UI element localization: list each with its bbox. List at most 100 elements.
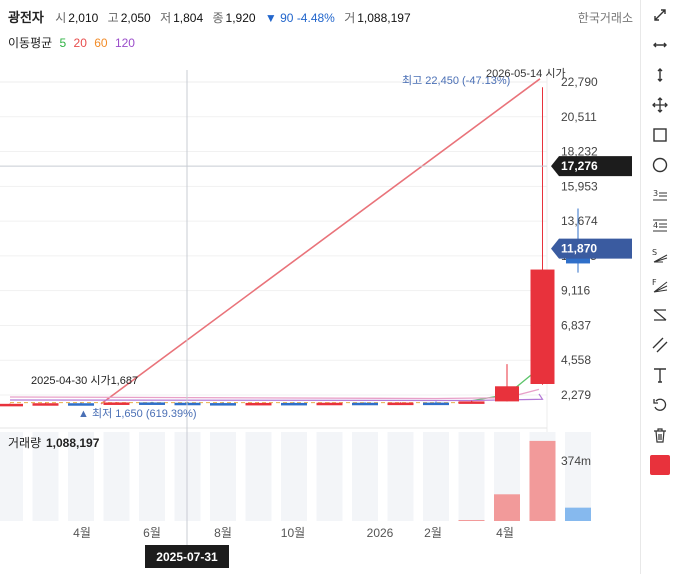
volume-column-bg — [103, 432, 130, 521]
candle-body — [495, 386, 519, 402]
candle-body — [316, 402, 343, 406]
volume-bar — [458, 520, 485, 521]
volume-column-bg — [0, 432, 23, 521]
low-annotation: ▲ 최저 1,650 (619.39%) — [78, 407, 197, 420]
x-tick-label: 2월 — [424, 526, 442, 540]
volume-label: 거래량 — [8, 436, 41, 450]
svg-text:F: F — [652, 278, 657, 287]
crosshair-price-tag: 17,276 — [561, 159, 598, 173]
exchange-label: 한국거래소 — [577, 11, 633, 25]
high-value: 2,050 — [120, 11, 151, 25]
candle-body — [210, 403, 236, 406]
volume-column-bg — [32, 432, 59, 521]
color-swatch-icon[interactable] — [641, 450, 679, 480]
ma-60[interactable]: 60 — [94, 36, 108, 50]
moving-average-legend[interactable]: 이동평균 5 20 60 120 — [8, 34, 139, 51]
crosshair-price-tag-bg — [551, 156, 632, 177]
fibonacci-4-icon[interactable]: 4 — [641, 210, 679, 240]
close-value: 1,920 — [225, 11, 256, 25]
y-tick-label: 13,674 — [561, 214, 598, 228]
high-label: 고 — [107, 11, 119, 25]
volume-label: 거 — [344, 11, 356, 25]
x-tick-label: 4월 — [496, 526, 514, 540]
candle-body — [281, 402, 307, 406]
candle-body — [139, 402, 165, 405]
volume-column-bg — [423, 432, 449, 521]
svg-text:3: 3 — [653, 189, 658, 198]
open-value: 2,010 — [68, 11, 99, 25]
y-tick-label: 20,511 — [561, 110, 597, 124]
trash-icon[interactable] — [641, 420, 679, 450]
candle-body — [530, 269, 555, 384]
current-price-tag: 11,870 — [561, 242, 597, 256]
crosshair-date-bg — [145, 545, 229, 568]
candle-body — [103, 402, 130, 405]
gann-s-icon[interactable]: S — [641, 240, 679, 270]
rectangle-icon[interactable] — [641, 120, 679, 150]
volume-column-bg — [210, 432, 236, 521]
candle-body — [458, 401, 485, 404]
candle-body — [32, 403, 59, 406]
volume-bar — [529, 440, 556, 521]
svg-text:S: S — [652, 248, 657, 257]
x-tick-label: 8월 — [214, 526, 232, 540]
ma-20[interactable]: 20 — [73, 36, 87, 50]
ma-120[interactable]: 120 — [114, 36, 135, 50]
candle-body — [245, 402, 272, 406]
low-value: 1,804 — [173, 11, 204, 25]
candle-body — [352, 402, 378, 406]
candle-body — [423, 402, 449, 406]
volume-column-bg — [139, 432, 165, 521]
ma20-line — [9, 388, 540, 400]
candle-body — [68, 403, 94, 406]
volume-column-bg — [387, 432, 414, 521]
ma-label: 이동평균 — [8, 36, 53, 50]
x-tick-label: 10월 — [281, 526, 305, 540]
close-label: 종 — [212, 11, 224, 25]
volume-bar — [494, 494, 520, 521]
volume-column-bg — [352, 432, 378, 521]
volume-column-bg — [316, 432, 343, 521]
drawing-toolbar: 3 4 S F — [640, 0, 679, 574]
crosshair-date: 2025-07-31 — [156, 550, 218, 564]
volume-column-bg — [281, 432, 307, 521]
undo-icon[interactable] — [641, 390, 679, 420]
y-tick-label: 6,837 — [561, 318, 591, 332]
fibonacci-3-icon[interactable]: 3 — [641, 180, 679, 210]
volume-bar — [565, 507, 591, 521]
trend-line — [100, 78, 541, 405]
price-chart[interactable]: 22,79020,51118,23215,95313,67411,3959,11… — [0, 0, 641, 574]
x-tick-label: 2026 — [367, 526, 394, 540]
y-tick-label: 9,116 — [561, 284, 590, 298]
volume-column-bg — [68, 432, 94, 521]
equal-lines-icon[interactable] — [641, 300, 679, 330]
high-annotation: 최고 22,450 (-47.13%) — [402, 74, 510, 87]
y-tick-label: 22,790 — [561, 75, 598, 89]
y-tick-label: 15,953 — [561, 179, 598, 193]
low-label: 저 — [160, 11, 172, 25]
expand-icon[interactable] — [641, 0, 679, 30]
y-tick-label: 4,558 — [561, 353, 591, 367]
text-icon[interactable] — [641, 360, 679, 390]
change-value: ▼ 90 -4.48% — [264, 11, 335, 25]
ma-5[interactable]: 5 — [59, 36, 67, 50]
y-tick-label: 18,232 — [561, 145, 598, 159]
current-price-tag-bg — [551, 238, 632, 259]
stock-header: 광전자 시 2,010 고 2,050 저 1,804 종 1,920 ▼ 90 -4.… — [8, 7, 417, 26]
candle-body — [387, 402, 414, 406]
gann-fan-icon[interactable]: F — [641, 270, 679, 300]
volume-column-bg — [245, 432, 272, 521]
parallel-lines-icon[interactable] — [641, 330, 679, 360]
circle-icon[interactable] — [641, 150, 679, 180]
stock-name: 광전자 — [8, 10, 44, 25]
volume-value: 1,088,197 — [46, 436, 100, 450]
x-tick-label: 6월 — [143, 526, 161, 540]
volume-tick-label: 374m — [561, 454, 591, 468]
volume-value: 1,088,197 — [357, 11, 411, 25]
open-label: 시 — [55, 11, 67, 25]
horizontal-resize-icon[interactable] — [641, 30, 679, 60]
svg-text:4: 4 — [653, 221, 658, 230]
vertical-resize-icon[interactable] — [641, 60, 679, 90]
move-icon[interactable] — [641, 90, 679, 120]
volume-column-bg — [565, 432, 591, 521]
